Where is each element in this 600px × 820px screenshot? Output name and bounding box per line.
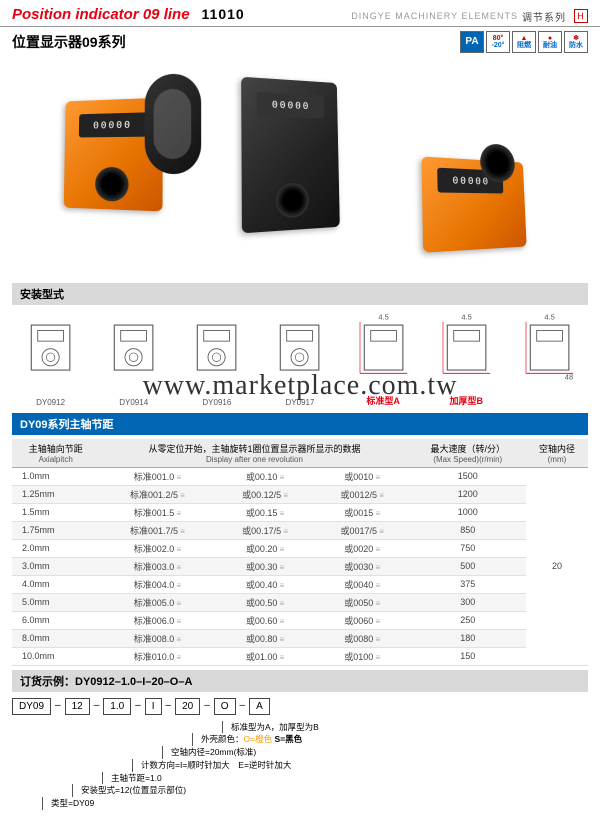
svg-text:48: 48 [565,372,573,381]
section-order-title: 订货示例：DY0912–1.0–I–20–O–A [12,670,588,692]
table-row: 4.0mm标准004.0 ≡或00.40 ≡或0040 ≡375 [12,575,588,593]
badge-PA: PA [460,31,484,53]
order-box-0: DY09 [12,698,51,715]
table-row: 5.0mm标准005.0 ≡或00.50 ≡或0050 ≡300 [12,593,588,611]
table-row: 1.5mm标准001.5 ≡或00.15 ≡或0015 ≡1000 [12,503,588,521]
order-box-2: 1.0 [103,698,131,715]
col-header: 从零定位开始，主轴旋转1圈位置显示器所显示的数据Display after on… [99,439,409,468]
badge--20°: 80°-20° [486,31,510,53]
brand-text: DINGYE MACHINERY ELEMENTS [351,11,518,21]
order-note: 主轴节距=1.0 [102,772,588,785]
series-text: 调节系列 [522,9,566,24]
order-box-6: A [249,698,270,715]
col-header: 主轴轴向节距Axialpitch [12,439,99,468]
spec-table: 主轴轴向节距Axialpitch从零定位开始，主轴旋转1圈位置显示器所显示的数据… [12,439,588,666]
table-row: 2.0mm标准002.0 ≡或00.20 ≡或0020 ≡750 [12,539,588,557]
table-row: 1.25mm标准001.2/5 ≡或00.12/5 ≡或0012/5 ≡1200 [12,485,588,503]
brand-logo-icon: H [574,9,588,23]
order-note: 空轴内径=20mm(标准) [162,746,588,759]
subheader: 位置显示器09系列 PA80°-20°▲阻燃●耐油❄防水 [0,27,600,55]
drawing-6: 4.5 48 [511,309,588,409]
table-row: 3.0mm标准003.0 ≡或00.30 ≡或0030 ≡500 [12,557,588,575]
order-note: 外壳颜色：O=橙色 S=黑色 [192,733,588,746]
title-cn: 位置显示器09系列 [12,32,126,52]
badge-阻燃: ▲阻燃 [512,31,536,53]
section-table-title: DY09系列主轴节距 [12,413,588,435]
table-row: 1.75mm标准001.7/5 ≡或00.17/5 ≡或0017/5 ≡850 [12,521,588,539]
counter-display: 00000 [79,112,147,137]
product-2: 00000 [232,69,352,209]
title-en: Position indicator 09 line [12,6,190,23]
drawing-1: DY0914 [95,309,172,409]
table-row: 8.0mm标准008.0 ≡或00.80 ≡或0080 ≡180 [12,629,588,647]
product-3: 00000 [412,129,532,269]
order-box-4: 20 [175,698,200,715]
drawing-5: 4.5加厚型B [428,309,505,409]
drawing-0: DY0912 [12,309,89,409]
order-example: DY09–12–1.0–I–20–O–A 标准型为A，加厚型为B外壳颜色：O=橙… [12,698,588,810]
badge-耐油: ●耐油 [538,31,562,53]
product-code: 11010 [202,6,245,22]
table-row: 1.0mm标准001.0 ≡或00.10 ≡或0010 ≡150020 [12,467,588,485]
counter-display: 00000 [257,91,324,118]
svg-text:4.5: 4.5 [461,312,471,321]
col-header: 空轴内径(mm) [526,439,588,468]
table-row: 10.0mm标准010.0 ≡或01.00 ≡或0100 ≡150 [12,647,588,665]
table-row: 6.0mm标准006.0 ≡或00.60 ≡或0060 ≡250 [12,611,588,629]
badges: PA80°-20°▲阻燃●耐油❄防水 [460,31,588,53]
order-box-3: I [145,698,162,715]
drawing-3: DY0917 [261,309,338,409]
brand-block: DINGYE MACHINERY ELEMENTS 调节系列 H [351,9,588,24]
svg-text:4.5: 4.5 [544,312,554,321]
product-1: 00000 [52,79,172,219]
order-note: 安装型式=12(位置显示部位) [72,784,588,797]
badge-防水: ❄防水 [564,31,588,53]
order-box-1: 12 [65,698,90,715]
col-header: 最大速度（转/分）(Max Speed)(r/min) [410,439,526,468]
header: Position indicator 09 line 11010 DINGYE … [0,0,600,27]
order-note: 标准型为A，加厚型为B [222,721,588,734]
order-box-5: O [214,698,236,715]
product-photos: 00000 00000 00000 [12,59,588,279]
order-note: 类型=DY09 [42,797,588,810]
svg-text:4.5: 4.5 [378,312,388,321]
install-drawings: DY0912DY0914DY0916DY09174.5标准型A4.5加厚型B4.… [12,309,588,409]
order-note: 计数方向=I=顺时针加大 E=逆时针加大 [132,759,588,772]
drawing-2: DY0916 [178,309,255,409]
drawing-4: 4.5标准型A [345,309,422,409]
section-install-title: 安装型式 [12,283,588,305]
